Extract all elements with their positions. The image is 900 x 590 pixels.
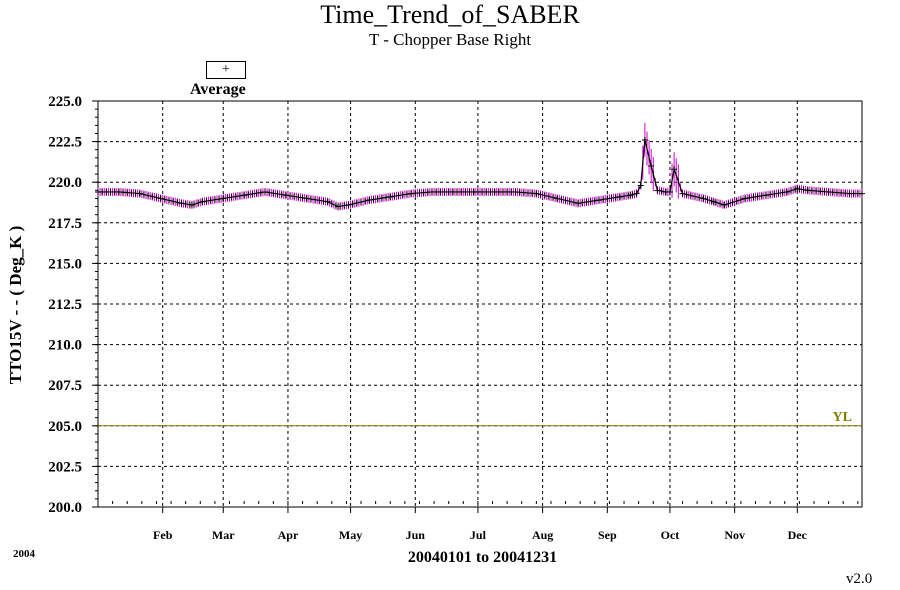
x-tick-label: Oct (661, 528, 680, 542)
y-tick-label: 222.5 (48, 135, 82, 151)
x-tick-label: Sep (598, 528, 617, 542)
chart-subtitle: T - Chopper Base Right (368, 30, 532, 49)
year-label: 2004 (13, 548, 35, 560)
x-tick-label: Mar (212, 528, 235, 542)
y-tick-label: 220.0 (48, 175, 82, 191)
y-tick-label: 207.5 (48, 378, 82, 394)
x-tick-label: Aug (532, 528, 553, 542)
y-tick-label: 225.0 (48, 94, 82, 110)
x-tick-label: Apr (278, 528, 299, 542)
x-axis-label: 20040101 to 20041231 (407, 549, 558, 566)
version-label: v2.0 (846, 571, 873, 587)
x-tick-label: Jul (470, 528, 487, 542)
legend-label: Average (190, 81, 246, 98)
y-tick-label: 205.0 (48, 419, 82, 435)
y-tick-label: 200.0 (48, 500, 82, 516)
y-tick-label: 202.5 (48, 459, 82, 475)
x-tick-label: Feb (153, 528, 173, 542)
legend-marker-box: + (206, 61, 246, 79)
chart-title: Time_Trend_of_SABER (320, 0, 580, 29)
x-tick-label: May (339, 528, 362, 542)
x-tick-label: Jun (406, 528, 426, 542)
x-tick-label: Nov (724, 528, 745, 542)
limit-line-label: YL (833, 410, 852, 425)
x-tick-label: Dec (788, 528, 808, 542)
y-tick-label: 215.0 (48, 256, 82, 272)
y-tick-label: 212.5 (48, 297, 82, 313)
y-tick-label: 210.0 (48, 338, 82, 354)
y-tick-label: 217.5 (48, 216, 82, 232)
data-point (648, 162, 655, 169)
